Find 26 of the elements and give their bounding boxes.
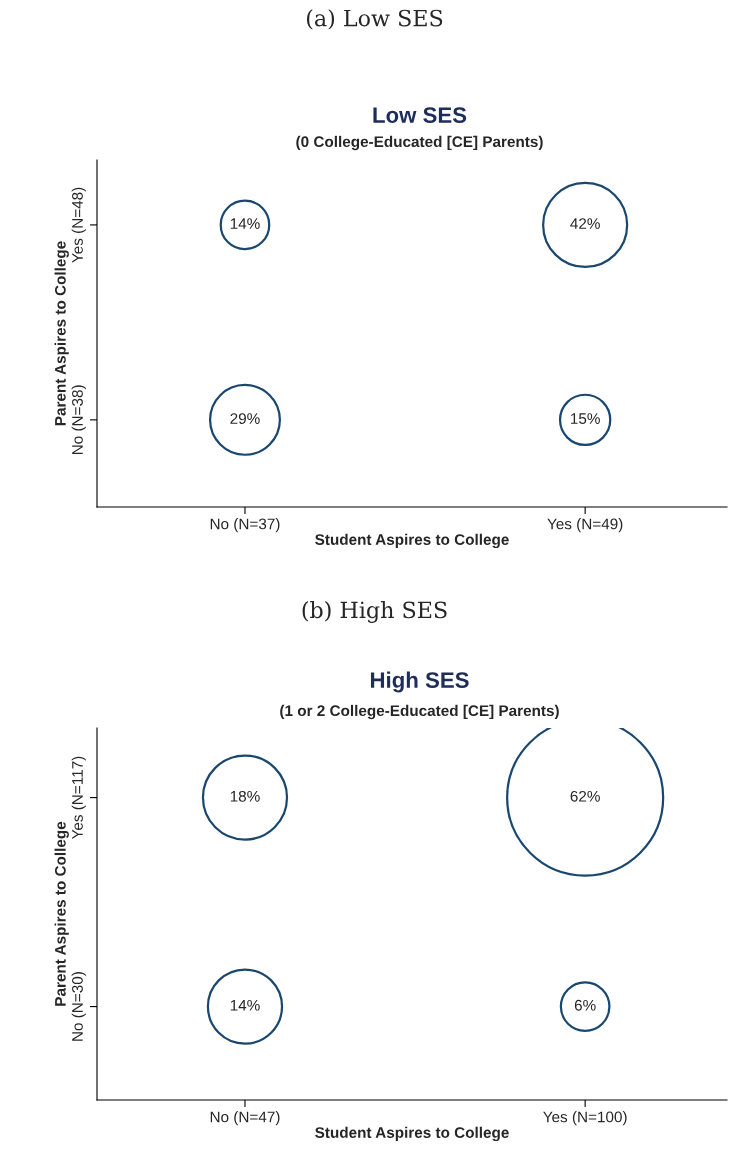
x-tick-label: Yes (N=100) [543, 1111, 627, 1126]
data-label: 42% [570, 218, 600, 229]
x-tick-label: No (N=37) [210, 518, 280, 533]
data-label: 18% [230, 790, 260, 802]
y-axis-title: Parent Aspires to College [54, 241, 69, 426]
data-label: 6% [574, 999, 596, 1011]
y-tick-label: Yes (N=117) [71, 756, 86, 840]
text: (a) Low SES [306, 9, 443, 30]
y-tick-label: No (N=38) [71, 385, 86, 455]
x-tick-label: No (N=47) [210, 1111, 280, 1126]
chart-title: High SES [370, 671, 469, 693]
x-axis-title: Student Aspires to College [315, 1126, 509, 1142]
data-label: 15% [571, 413, 600, 424]
x-tick-label: Yes (N=49) [547, 518, 623, 533]
chart-subtitle: (1 or 2 College-Educated [CE] Parents) [280, 704, 559, 720]
y-tick-label: No (N=30) [71, 972, 86, 1041]
data-label: 62% [570, 790, 600, 802]
chart-subtitle: (0 College-Educated [CE] Parents) [296, 135, 543, 151]
y-tick-label: Yes (N=48) [71, 187, 86, 263]
y-axis-title: Parent Aspires to College [54, 821, 69, 1006]
data-label: 14% [230, 218, 260, 229]
text: (b) High SES [302, 601, 447, 623]
data-label: 29% [230, 413, 260, 424]
chart-title: Low SES [373, 107, 467, 123]
x-axis-title: Student Aspires to College [315, 533, 509, 549]
data-label: 14% [230, 999, 260, 1011]
